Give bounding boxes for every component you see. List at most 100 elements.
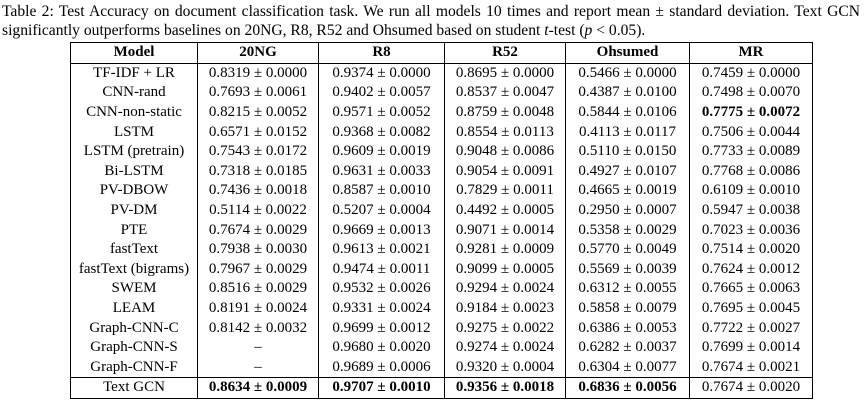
score-cell: 0.7829 ± 0.0011	[444, 181, 566, 201]
model-name: PV-DBOW	[70, 181, 198, 201]
score-cell: 0.7938 ± 0.0030	[197, 239, 319, 260]
model-name: TF-IDF + LR	[70, 63, 198, 84]
score-cell: 0.7514 ± 0.0020	[689, 239, 813, 260]
column-header: MR	[689, 42, 813, 64]
score-cell: 0.5844 ± 0.0106	[565, 102, 690, 123]
score-cell: 0.9320 ± 0.0004	[444, 357, 566, 378]
caption-text: Table 2: Test Accuracy on document class…	[2, 3, 860, 39]
score-cell: 0.5358 ± 0.0029	[565, 220, 690, 240]
score-cell: 0.8587 ± 0.0010	[318, 181, 445, 201]
column-header: R52	[444, 42, 566, 64]
score-cell: 0.7318 ± 0.0185	[197, 161, 319, 182]
header-row: Model 20NG R8 R52 Ohsumed MR	[70, 42, 813, 64]
table-row: fastText (bigrams) 0.7967 ± 0.0029 0.9474 …	[70, 259, 813, 280]
model-name: Graph-CNN-S	[70, 337, 198, 358]
model-name: LSTM (pretrain)	[70, 141, 198, 162]
score-cell: 0.9707 ± 0.0010	[318, 377, 445, 399]
score-cell: 0.6304 ± 0.0077	[565, 357, 690, 378]
score-cell: 0.7023 ± 0.0036	[689, 220, 813, 240]
score-cell: 0.5947 ± 0.0038	[689, 200, 813, 221]
score-cell: 0.7695 ± 0.0045	[689, 298, 813, 319]
score-cell: 0.7768 ± 0.0086	[689, 161, 813, 182]
model-name: LSTM	[70, 122, 198, 142]
score-cell: –	[197, 337, 319, 358]
table-row: Bi-LSTM 0.7318 ± 0.0185 0.9631 ± 0.0033 0.9…	[70, 161, 813, 182]
score-cell: 0.8516 ± 0.0029	[197, 279, 319, 299]
table-row: Graph-CNN-S –0.9680 ± 0.0020 0.9274 ± 0.00…	[70, 337, 813, 358]
caption-italic: t	[544, 22, 549, 39]
score-cell: 0.9609 ± 0.0019	[318, 141, 445, 162]
table-row: LSTM 0.6571 ± 0.0152 0.9368 ± 0.0082 0.8554…	[70, 122, 813, 142]
score-cell: 0.9274 ± 0.0024	[444, 337, 566, 358]
score-cell: 0.7674 ± 0.0020	[689, 377, 813, 399]
score-cell: 0.6386 ± 0.0053	[565, 318, 690, 338]
score-cell: 0.7722 ± 0.0027	[689, 318, 813, 338]
score-cell: 0.9631 ± 0.0033	[318, 161, 445, 182]
score-cell: 0.9689 ± 0.0006	[318, 357, 445, 378]
table-row: Text GCN 0.8634 ± 0.0009 0.9707 ± 0.0010 0.…	[70, 377, 813, 399]
score-cell: 0.9374 ± 0.0000	[318, 63, 445, 84]
table-caption: Table 2: Test Accuracy on document class…	[2, 2, 860, 40]
score-cell: 0.9680 ± 0.0020	[318, 337, 445, 358]
model-name: PTE	[70, 220, 198, 240]
score-cell: 0.9613 ± 0.0021	[318, 239, 445, 260]
table-row: fastText 0.7938 ± 0.0030 0.9613 ± 0.0021 0.…	[70, 239, 813, 260]
score-cell: –	[197, 357, 319, 378]
score-cell: 0.2950 ± 0.0007	[565, 200, 690, 221]
table-row: CNN-rand 0.7693 ± 0.0061 0.9402 ± 0.0057 0.…	[70, 83, 813, 103]
score-cell: 0.5114 ± 0.0022	[197, 200, 319, 221]
score-cell: 0.7693 ± 0.0061	[197, 83, 319, 103]
table-row: PV-DBOW 0.7436 ± 0.0018 0.8587 ± 0.0010 0.7…	[70, 181, 813, 201]
score-cell: 0.9294 ± 0.0024	[444, 279, 566, 299]
table-row: TF-IDF + LR 0.8319 ± 0.0000 0.9374 ± 0.000…	[70, 63, 813, 84]
score-cell: 0.7665 ± 0.0063	[689, 279, 813, 299]
score-cell: 0.5466 ± 0.0000	[565, 63, 690, 84]
score-cell: 0.8537 ± 0.0047	[444, 83, 566, 103]
score-cell: 0.4927 ± 0.0107	[565, 161, 690, 182]
column-header: Model	[70, 42, 198, 64]
table-row: LEAM 0.8191 ± 0.0024 0.9331 ± 0.0024 0.9184…	[70, 298, 813, 319]
score-cell: 0.4665 ± 0.0019	[565, 181, 690, 201]
score-cell: 0.9071 ± 0.0014	[444, 220, 566, 240]
score-cell: 0.6109 ± 0.0010	[689, 181, 813, 201]
score-cell: 0.7436 ± 0.0018	[197, 181, 319, 201]
score-cell: 0.5569 ± 0.0039	[565, 259, 690, 280]
model-name: fastText (bigrams)	[70, 259, 198, 280]
score-cell: 0.7506 ± 0.0044	[689, 122, 813, 142]
score-cell: 0.9474 ± 0.0011	[318, 259, 445, 280]
model-name: fastText	[70, 239, 198, 260]
model-name: Graph-CNN-C	[70, 318, 198, 338]
model-name: PV-DM	[70, 200, 198, 221]
table-row: SWEM 0.8516 ± 0.0029 0.9532 ± 0.0026 0.9294…	[70, 279, 813, 299]
table-row: PTE 0.7674 ± 0.0029 0.9669 ± 0.0013 0.9071 …	[70, 220, 813, 240]
score-cell: 0.9281 ± 0.0009	[444, 239, 566, 260]
score-cell: 0.8554 ± 0.0113	[444, 122, 566, 142]
model-name: Graph-CNN-F	[70, 357, 198, 378]
score-cell: 0.9669 ± 0.0013	[318, 220, 445, 240]
score-cell: 0.6282 ± 0.0037	[565, 337, 690, 358]
score-cell: 0.8319 ± 0.0000	[197, 63, 319, 84]
score-cell: 0.9184 ± 0.0023	[444, 298, 566, 319]
table-row: Graph-CNN-F –0.9689 ± 0.0006 0.9320 ± 0.00…	[70, 357, 813, 378]
score-cell: 0.7674 ± 0.0029	[197, 220, 319, 240]
score-cell: 0.5770 ± 0.0049	[565, 239, 690, 260]
score-cell: 0.9099 ± 0.0005	[444, 259, 566, 280]
score-cell: 0.7775 ± 0.0072	[689, 102, 813, 123]
table-row: LSTM (pretrain) 0.7543 ± 0.0172 0.9609 ± 0…	[70, 141, 813, 162]
score-cell: 0.7498 ± 0.0070	[689, 83, 813, 103]
model-name: CNN-non-static	[70, 102, 198, 123]
score-cell: 0.5207 ± 0.0004	[318, 200, 445, 221]
score-cell: 0.9331 ± 0.0024	[318, 298, 445, 319]
table-row: CNN-non-static 0.8215 ± 0.0052 0.9571 ± 0.…	[70, 102, 813, 123]
score-cell: 0.4113 ± 0.0117	[565, 122, 690, 142]
score-cell: 0.8695 ± 0.0000	[444, 63, 566, 84]
score-cell: 0.8142 ± 0.0032	[197, 318, 319, 338]
score-cell: 0.8759 ± 0.0048	[444, 102, 566, 123]
score-cell: 0.7543 ± 0.0172	[197, 141, 319, 162]
results-table: Model 20NG R8 R52 Ohsumed MR TF-IDF + LR 0.831…	[70, 42, 813, 399]
model-name: LEAM	[70, 298, 198, 319]
model-name: CNN-rand	[70, 83, 198, 103]
score-cell: 0.9368 ± 0.0082	[318, 122, 445, 142]
score-cell: 0.4387 ± 0.0100	[565, 83, 690, 103]
score-cell: 0.9571 ± 0.0052	[318, 102, 445, 123]
